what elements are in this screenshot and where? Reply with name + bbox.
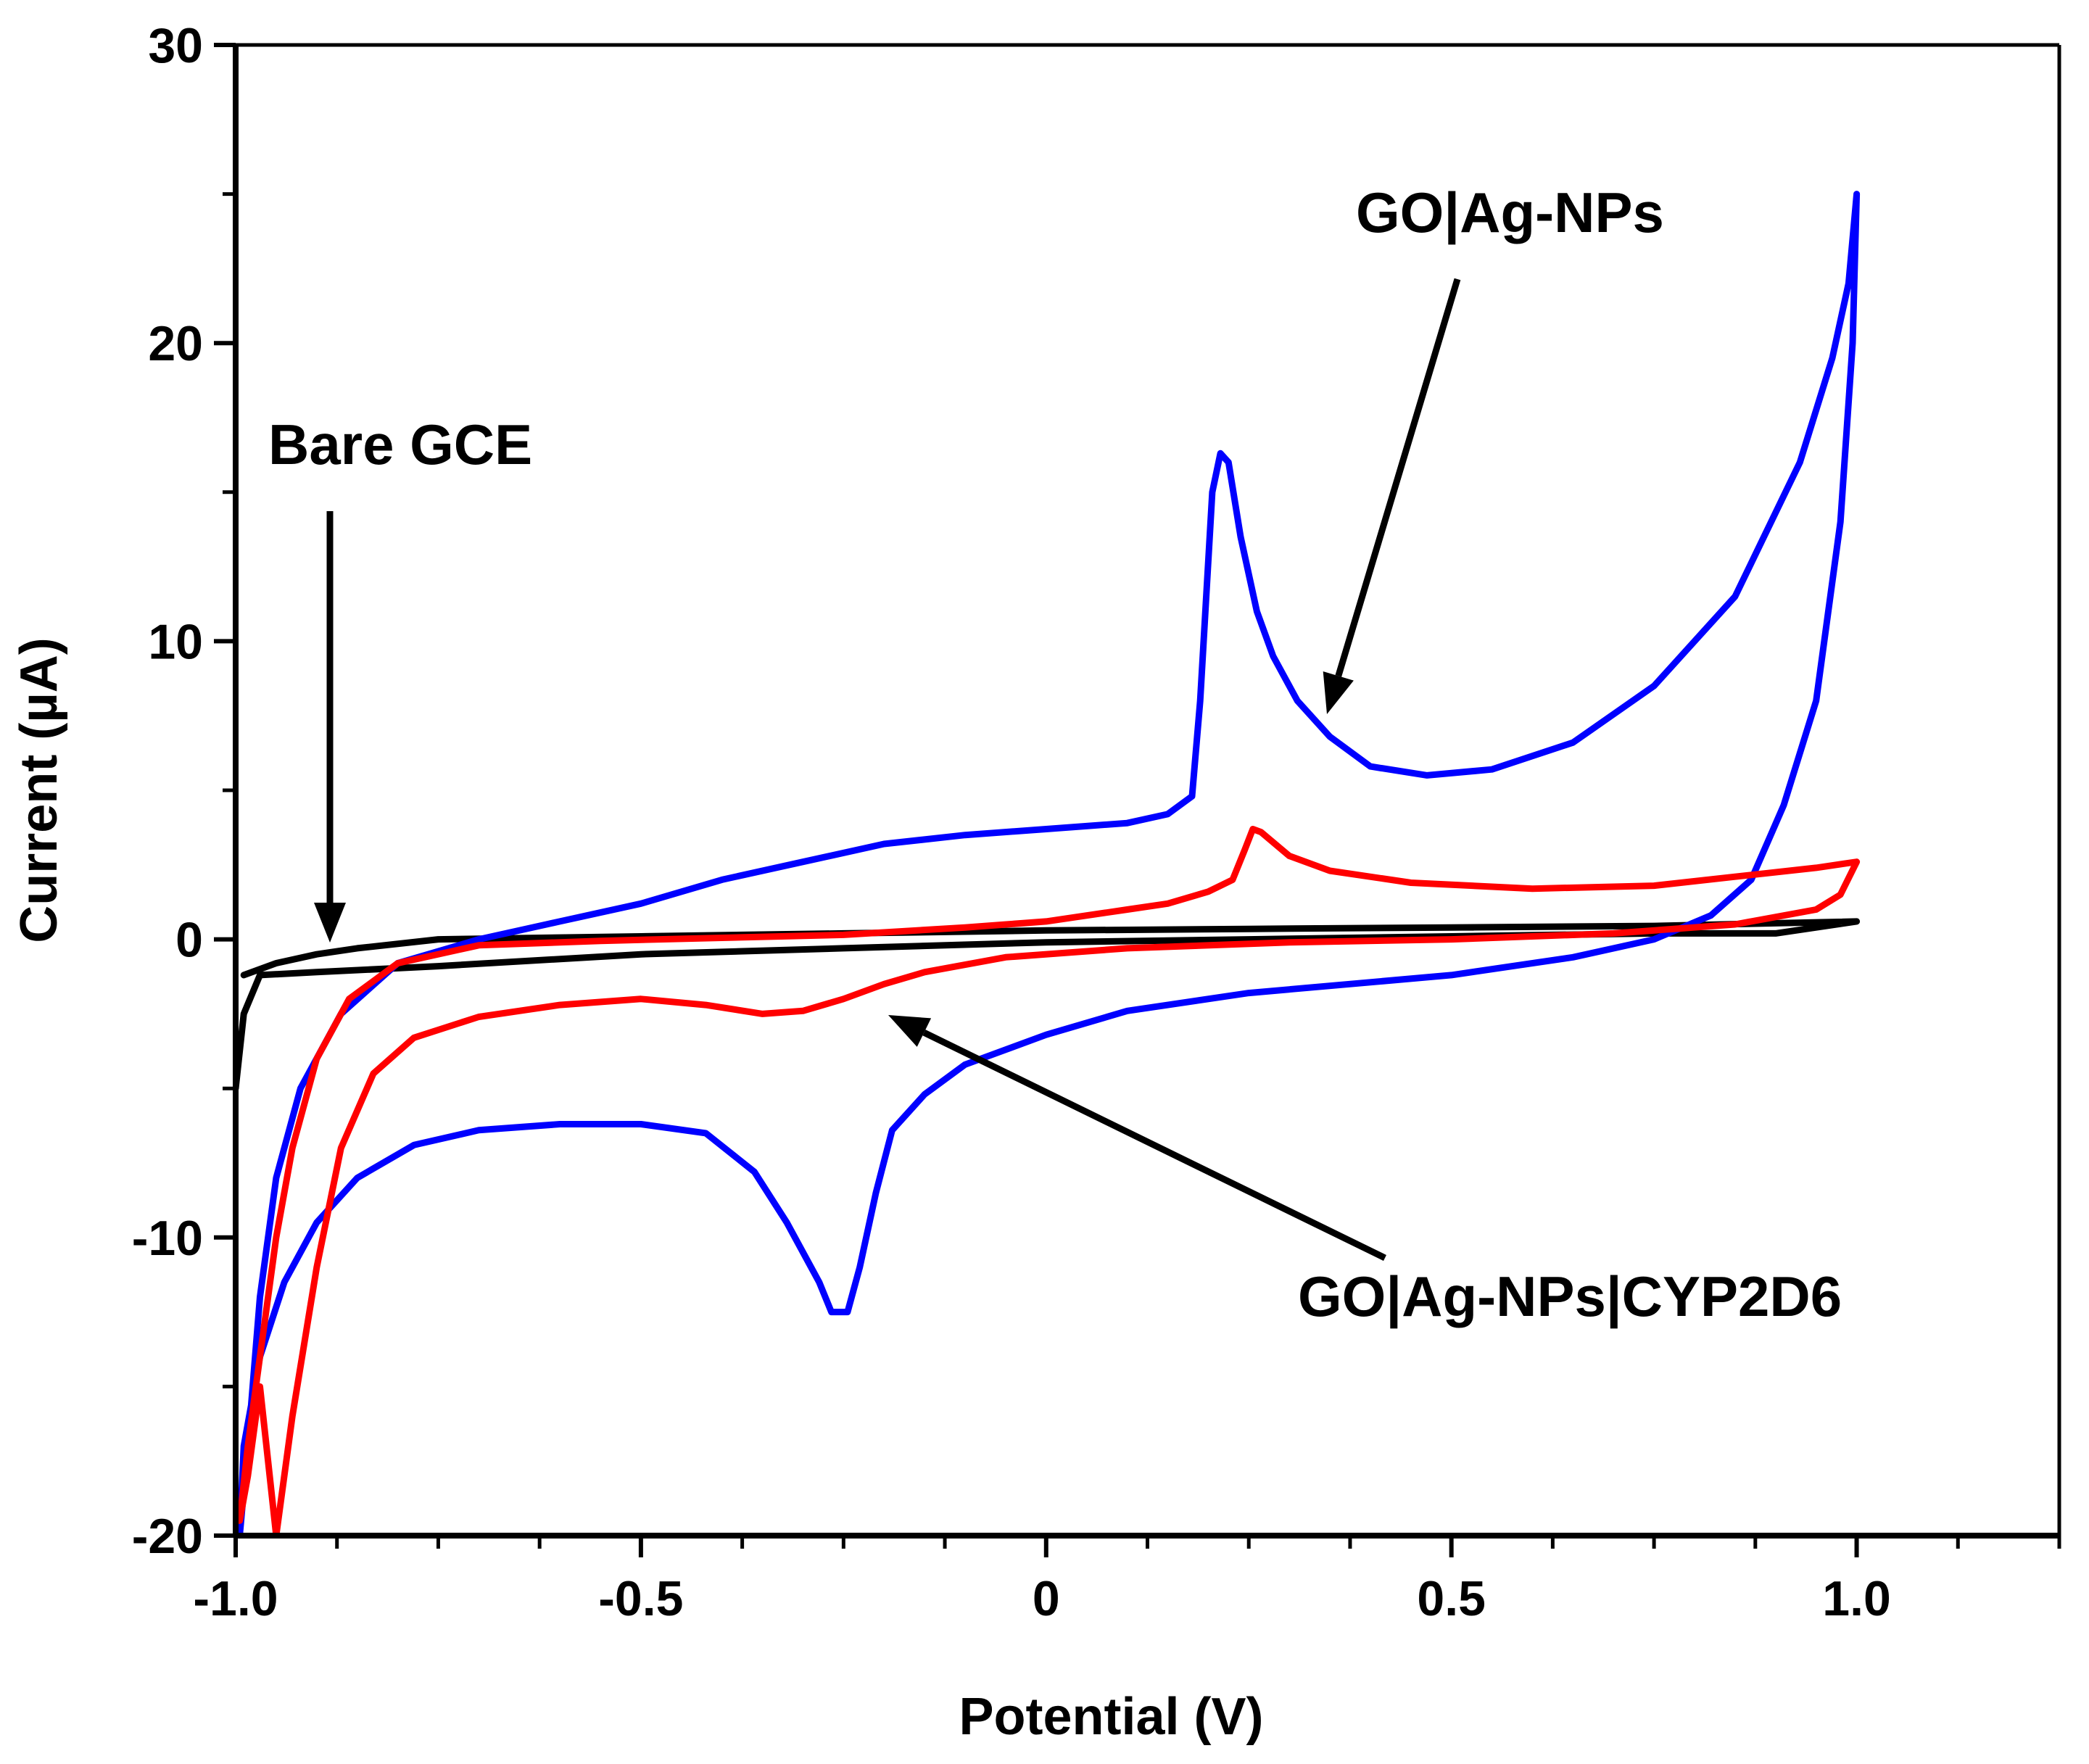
axis-ticks: -1.0 -0.5 0 0.5 1.0 -20 -10 0 10 20 30 [132,18,2061,1626]
annotation-arrow-shaft [1335,278,1461,677]
series-line-2 [236,191,1861,1536]
y-tick-label: 20 [148,316,203,371]
annotation-label: Bare GCE [268,413,532,476]
series-line-1 [236,918,1861,1092]
x-axis-title: Potential (V) [959,1688,1263,1746]
annotation-label: GO|Ag-NPs [1356,181,1664,244]
x-tick-label: -1.0 [193,1571,278,1626]
annotation-arrow-head [314,903,346,943]
y-tick-label: 10 [148,614,203,669]
series-layer [236,191,1861,1536]
series-line-3 [236,826,1861,1536]
annotation-label: GO|Ag-NPs|CYP2D6 [1298,1264,1842,1328]
annotation-arrow-shaft [922,1030,1386,1262]
x-tick-label: 0.5 [1417,1571,1486,1626]
y-tick-label: -10 [132,1211,203,1266]
y-tick-label: 30 [148,18,203,73]
y-axis-title: Current (µA) [10,637,68,943]
y-tick-label: -20 [132,1509,203,1564]
annotation-arrow-head [1323,671,1354,714]
annotation-arrow-head [888,1015,932,1047]
y-tick-label: 0 [175,913,203,968]
annotations: Bare GCE GO|Ag-NPs GO|Ag-NPs|CYP2D6 [268,181,1842,1328]
x-tick-label: 0 [1033,1571,1060,1626]
x-tick-label: -0.5 [598,1571,683,1626]
x-tick-label: 1.0 [1822,1571,1891,1626]
